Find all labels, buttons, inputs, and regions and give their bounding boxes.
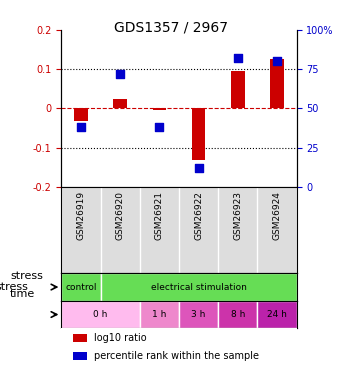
Text: GSM26924: GSM26924 (272, 191, 282, 240)
Text: GDS1357 / 2967: GDS1357 / 2967 (114, 21, 227, 34)
Text: GSM26920: GSM26920 (116, 191, 125, 240)
Text: 1 h: 1 h (152, 310, 167, 319)
Text: 8 h: 8 h (231, 310, 245, 319)
Bar (192, 108, 206, 159)
Text: electrical stimulation: electrical stimulation (151, 282, 247, 291)
Text: time: time (10, 290, 35, 299)
FancyBboxPatch shape (61, 273, 101, 301)
Bar (73, 352, 87, 360)
Text: GSM26919: GSM26919 (76, 191, 86, 240)
Point (117, 71, 123, 77)
Bar (73, 334, 87, 342)
Bar (74, 108, 88, 121)
FancyBboxPatch shape (101, 273, 297, 301)
Bar (152, 108, 166, 111)
Text: 24 h: 24 h (267, 310, 287, 319)
Text: log10 ratio: log10 ratio (94, 333, 147, 343)
Bar (270, 59, 284, 108)
Bar (231, 71, 245, 108)
Text: percentile rank within the sample: percentile rank within the sample (94, 351, 259, 361)
FancyBboxPatch shape (140, 301, 179, 328)
Text: GSM26923: GSM26923 (233, 191, 242, 240)
Point (235, 55, 240, 61)
Text: stress: stress (10, 271, 43, 280)
Text: stress: stress (0, 282, 28, 292)
FancyBboxPatch shape (61, 301, 140, 328)
Point (196, 165, 201, 171)
Text: GSM26921: GSM26921 (155, 191, 164, 240)
Point (274, 58, 280, 64)
Text: 0 h: 0 h (93, 310, 108, 319)
FancyBboxPatch shape (218, 301, 257, 328)
FancyBboxPatch shape (257, 301, 297, 328)
Text: 3 h: 3 h (191, 310, 206, 319)
FancyBboxPatch shape (179, 301, 218, 328)
Bar (113, 99, 127, 108)
Text: control: control (65, 282, 97, 291)
Point (157, 124, 162, 130)
Point (78, 124, 84, 130)
Text: GSM26922: GSM26922 (194, 191, 203, 240)
